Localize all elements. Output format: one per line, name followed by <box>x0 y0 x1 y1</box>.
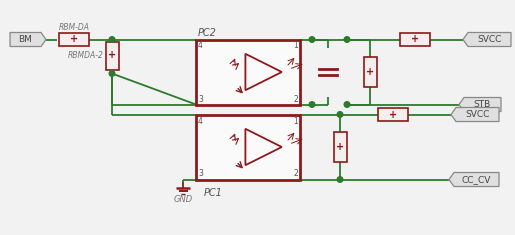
Polygon shape <box>463 32 511 47</box>
Text: 4: 4 <box>198 42 203 51</box>
Text: CC_CV: CC_CV <box>462 175 491 184</box>
Bar <box>106 42 118 70</box>
Text: +: + <box>336 142 344 152</box>
Text: +: + <box>389 110 397 120</box>
Bar <box>196 114 300 180</box>
Text: +: + <box>411 35 419 44</box>
Text: RBM-DA: RBM-DA <box>59 23 90 32</box>
Circle shape <box>337 177 343 182</box>
Text: 1: 1 <box>293 117 298 125</box>
Text: PC1: PC1 <box>204 188 223 197</box>
Circle shape <box>109 71 115 76</box>
Circle shape <box>344 37 350 42</box>
Text: RBMDA-2: RBMDA-2 <box>67 51 104 60</box>
Text: 3: 3 <box>198 94 203 103</box>
Text: STB: STB <box>474 100 491 109</box>
Text: PC2: PC2 <box>198 27 217 38</box>
Text: BM: BM <box>19 35 32 44</box>
Bar <box>59 33 89 46</box>
Text: SVCC: SVCC <box>466 110 490 119</box>
Circle shape <box>309 37 315 42</box>
Polygon shape <box>10 32 46 47</box>
Bar <box>378 108 408 121</box>
Polygon shape <box>459 98 501 111</box>
Bar <box>196 39 300 105</box>
Text: 3: 3 <box>198 169 203 179</box>
Text: +: + <box>108 51 116 60</box>
Circle shape <box>109 37 115 42</box>
Text: 4: 4 <box>198 117 203 125</box>
Polygon shape <box>449 172 499 187</box>
Text: 2: 2 <box>293 94 298 103</box>
Text: +: + <box>70 35 78 44</box>
Circle shape <box>309 102 315 107</box>
Bar <box>400 33 430 46</box>
Text: GND: GND <box>174 196 193 204</box>
Bar <box>334 132 347 162</box>
Text: 1: 1 <box>293 42 298 51</box>
Bar <box>364 57 376 87</box>
Text: +: + <box>366 67 374 77</box>
Text: 2: 2 <box>293 169 298 179</box>
Text: SVCC: SVCC <box>477 35 502 44</box>
Circle shape <box>344 102 350 107</box>
Polygon shape <box>451 107 499 121</box>
Circle shape <box>337 112 343 117</box>
